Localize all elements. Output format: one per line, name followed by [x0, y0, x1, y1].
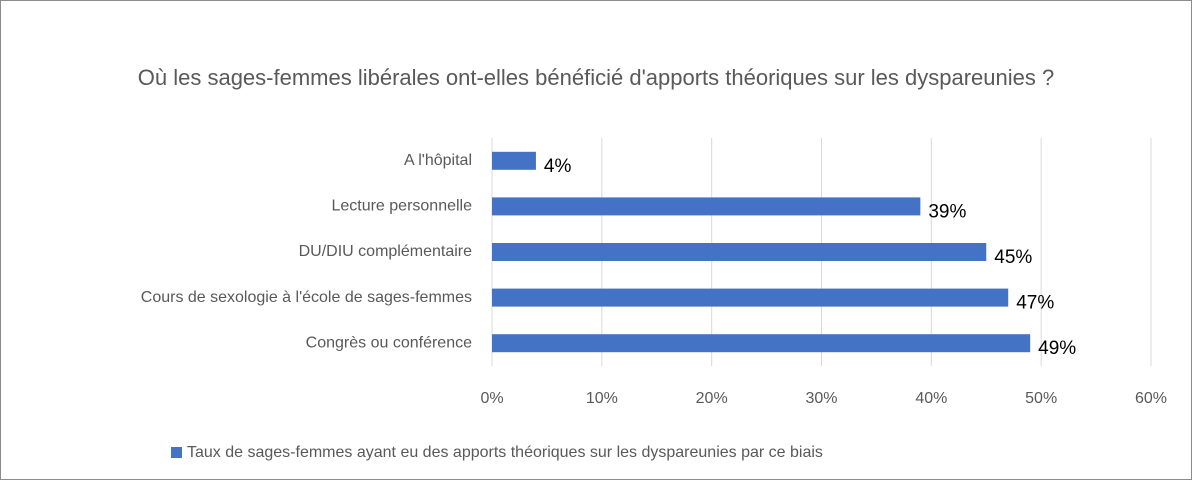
y-tick-label: Lecture personnelle [331, 198, 472, 215]
x-tick-label: 50% [1025, 390, 1057, 407]
data-label: 45% [994, 247, 1032, 268]
bar [492, 288, 1009, 307]
legend-label: Taux de sages-femmes ayant eu des apport… [187, 444, 823, 461]
y-tick-label: Cours de sexologie à l'école de sages-fe… [141, 289, 472, 306]
bar [492, 197, 921, 216]
x-tick-label: 0% [480, 390, 503, 407]
x-tick-label: 20% [696, 390, 728, 407]
x-tick-label: 60% [1135, 390, 1167, 407]
y-tick-label: DU/DIU complémentaire [299, 243, 472, 260]
data-label: 49% [1038, 338, 1076, 359]
data-label: 4% [544, 156, 572, 177]
bar [492, 151, 536, 170]
x-tick-label: 10% [586, 390, 618, 407]
bar [492, 334, 1031, 353]
x-tick-label: 30% [805, 390, 837, 407]
data-label: 39% [928, 201, 966, 222]
y-tick-label: A l'hôpital [404, 152, 472, 169]
legend-swatch [171, 447, 182, 458]
x-tick-label: 40% [915, 390, 947, 407]
chart-title: Où les sages-femmes libérales ont-elles … [137, 65, 1055, 90]
data-label: 47% [1016, 293, 1054, 314]
bar [492, 243, 987, 261]
y-tick-label: Congrès ou conférence [306, 334, 472, 351]
